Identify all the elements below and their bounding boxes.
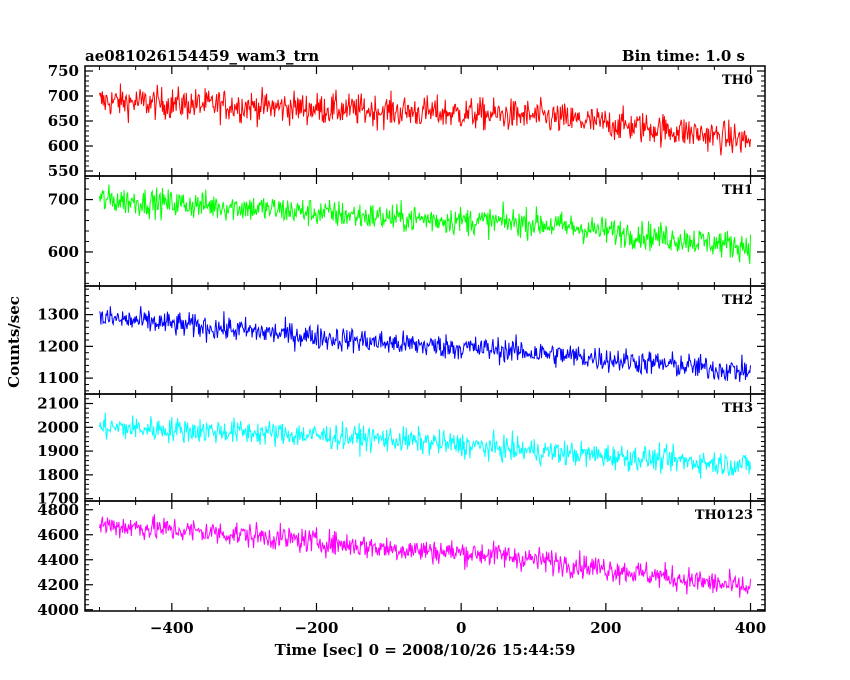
series-line-th0123 [99, 514, 751, 598]
x-tick-label: −200 [295, 619, 339, 637]
panel-th1: 600 700 TH1 [48, 175, 766, 287]
panels: 550 600 650 700 750 TH0 600 700 TH1 1100 1200 1300 T… [37, 62, 766, 619]
y-axis-label: Counts/sec [5, 296, 23, 388]
panel-label: TH2 [722, 293, 753, 308]
y-tick-label: 600 [48, 243, 79, 261]
panel-th2: 1100 1200 1300 TH2 [37, 285, 766, 395]
chart-title: ae081026154459_wam3_trn [85, 47, 319, 65]
panel-frame [84, 285, 766, 395]
x-axis-label: Time [sec] 0 = 2008/10/26 15:44:59 [275, 641, 576, 659]
x-tick-label: 0 [456, 619, 466, 637]
panel-label: TH0123 [695, 508, 753, 523]
y-tick-label: 1700 [37, 490, 79, 508]
y-tick-label: 550 [48, 162, 79, 180]
y-tick-label: 600 [48, 137, 79, 155]
y-tick-label: 2000 [37, 418, 79, 436]
series-line-th1 [99, 184, 751, 265]
y-tick-label: 700 [48, 87, 79, 105]
series-line-th3 [99, 412, 751, 479]
panel-label: TH1 [722, 183, 753, 198]
y-tick-label: 2100 [37, 395, 79, 413]
y-tick-label: 4600 [37, 526, 79, 544]
panel-frame [84, 500, 766, 612]
y-tick-label: 1200 [37, 337, 79, 355]
y-tick-label: 4200 [37, 576, 79, 594]
panel-th0123: 4000 4200 4400 4600 4800 TH0123 [37, 500, 766, 619]
y-tick-label: 4000 [37, 601, 79, 619]
x-tick-label: −400 [150, 619, 194, 637]
panel-label: TH0 [722, 73, 753, 88]
y-tick-label: 1900 [37, 442, 79, 460]
y-tick-label: 700 [48, 191, 79, 209]
y-tick-label: 1800 [37, 466, 79, 484]
y-tick-label: 750 [48, 62, 79, 80]
panel-frame [84, 175, 766, 287]
x-tick-label: 400 [735, 619, 766, 637]
series-line-th2 [99, 306, 751, 383]
y-tick-label: 1300 [37, 306, 79, 324]
x-axis: −400 −200 0 200 400 [150, 619, 766, 637]
panel-th3: 1700 1800 1900 2000 2100 TH3 [37, 393, 766, 508]
y-tick-label: 4400 [37, 551, 79, 569]
x-tick-label: 200 [590, 619, 621, 637]
panel-frame [84, 393, 766, 502]
series-line-th0 [99, 83, 751, 156]
y-tick-label: 650 [48, 112, 79, 130]
y-tick-label: 1100 [37, 369, 79, 387]
panel-th0: 550 600 650 700 750 TH0 [48, 62, 766, 180]
panel-label: TH3 [722, 401, 753, 416]
bin-time-label: Bin time: 1.0 s [622, 47, 745, 65]
y-tick-label: 4800 [37, 501, 79, 519]
